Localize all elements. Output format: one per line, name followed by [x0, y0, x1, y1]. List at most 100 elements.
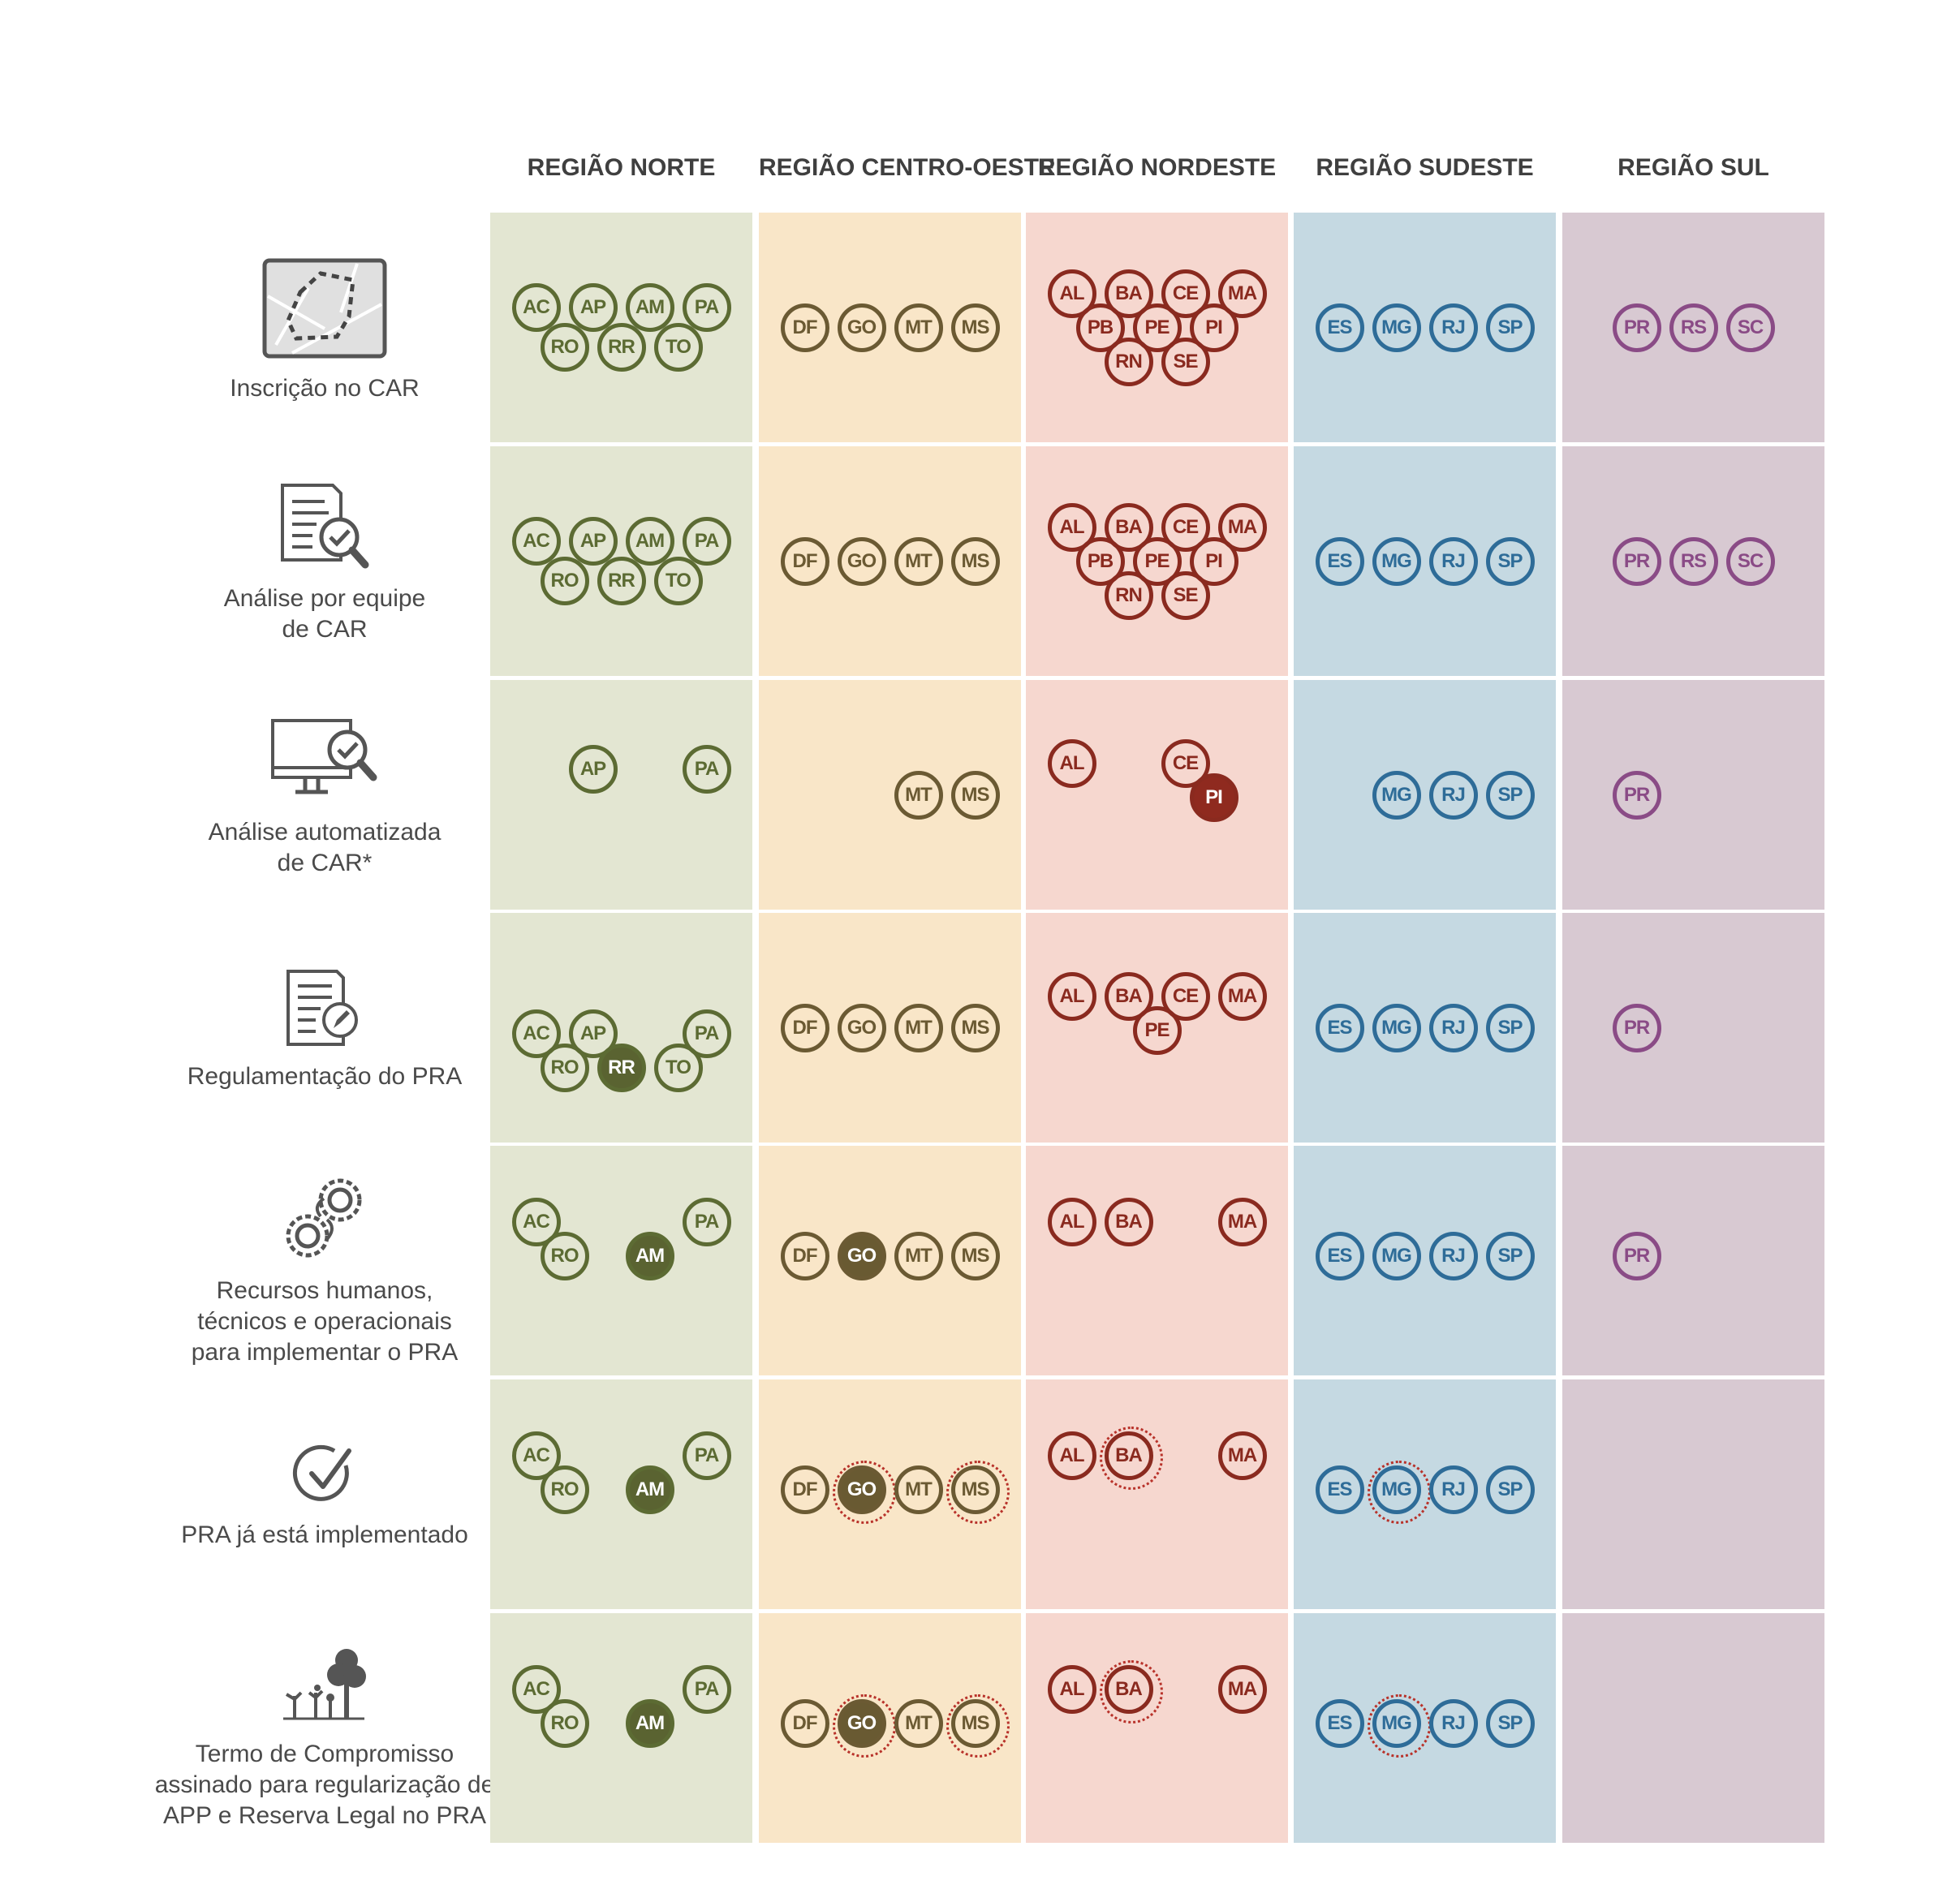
state-badge-df: DF	[780, 536, 829, 586]
state-badge-ma: MA	[1217, 1664, 1267, 1714]
state-badge-pa: PA	[682, 1664, 731, 1714]
cell-sudeste-row-5: ES MG RJ SP	[1294, 1146, 1556, 1375]
state-badge-sp: SP	[1485, 1698, 1535, 1748]
state-badge-es: ES	[1315, 303, 1364, 352]
state-badge-rr: RR	[597, 557, 646, 605]
state-badge-ms: MS	[950, 303, 1000, 352]
cell-nordeste-row-4: AL BA CE MA PE	[1026, 913, 1288, 1143]
row-label-line: assinado para regularização de	[154, 1771, 495, 1798]
state-badge-rj: RJ	[1428, 536, 1478, 586]
row-label-5: Recursos humanos, técnicos e operacionais…	[138, 1174, 511, 1368]
document-pen-icon	[138, 968, 511, 1053]
state-badge-ap: AP	[568, 517, 618, 566]
state-badge-rj: RJ	[1428, 1465, 1478, 1514]
row-label-line: Termo de Compromisso	[195, 1740, 454, 1767]
state-badge-mg: MG	[1367, 1693, 1431, 1758]
state-badge-pb: PB	[1075, 536, 1125, 586]
cell-norte-row-4: AC AP PA RO RR TO	[490, 913, 752, 1143]
state-badge-es: ES	[1315, 1698, 1364, 1748]
state-badge-pa: PA	[682, 1431, 731, 1480]
row-label-1: Inscrição no CAR	[138, 256, 511, 404]
state-badge-ac: AC	[511, 1431, 561, 1480]
cell-centro-row-5: DF GO MT MS	[759, 1146, 1021, 1375]
state-badge-pa: PA	[682, 1197, 731, 1246]
state-badge-mg: MG	[1372, 770, 1421, 820]
document-check-icon	[138, 482, 511, 575]
state-badge-ap: AP	[568, 283, 618, 332]
cell-nordeste-row-1: AL BA CE MA PB PE PI RN SE	[1026, 213, 1288, 442]
check-circle-icon	[138, 1443, 511, 1512]
row-label-line: Análise automatizada	[208, 818, 442, 846]
state-badge-ba: BA	[1104, 502, 1153, 552]
state-badge-se: SE	[1161, 337, 1210, 386]
state-badge-mt: MT	[894, 1465, 943, 1514]
state-badge-mg: MG	[1372, 1231, 1421, 1280]
state-badge-sp: SP	[1485, 1003, 1535, 1052]
row-label-text: Análise automatizada de CAR*	[138, 817, 511, 879]
cell-nordeste-row-6: AL BA MA	[1026, 1379, 1288, 1609]
state-badge-es: ES	[1315, 1003, 1364, 1052]
state-badge-ba: BA	[1104, 972, 1153, 1021]
state-badge-al: AL	[1047, 1197, 1096, 1246]
state-badge-mg: MG	[1372, 1003, 1421, 1052]
cell-sul-row-5: PR	[1562, 1146, 1824, 1375]
state-badge-pr: PR	[1612, 1003, 1661, 1052]
state-badge-am: AM	[625, 1698, 674, 1748]
cell-sudeste-row-2: ES MG RJ SP	[1294, 446, 1556, 676]
state-badge-pi: PI	[1189, 773, 1238, 822]
cell-centro-row-3: MT MS	[759, 680, 1021, 910]
state-badge-df: DF	[780, 303, 829, 352]
state-badge-ce: CE	[1161, 502, 1210, 552]
state-badge-ro: RO	[540, 1465, 589, 1514]
cell-sul-row-1: PR RS SC	[1562, 213, 1824, 442]
row-label-4: Regulamentação do PRA	[138, 968, 511, 1092]
state-badge-go: GO	[837, 1231, 886, 1280]
state-badge-mt: MT	[894, 1231, 943, 1280]
state-badge-ba: BA	[1099, 1426, 1163, 1490]
row-label-text: Regulamentação do PRA	[138, 1061, 511, 1092]
state-badge-ms: MS	[946, 1693, 1010, 1758]
state-badge-rr: RR	[597, 323, 646, 372]
state-badge-rs: RS	[1669, 303, 1718, 352]
state-badge-ce: CE	[1161, 269, 1210, 318]
cell-centro-row-7: DF GO MT MS	[759, 1613, 1021, 1843]
row-label-line: Regulamentação do PRA	[187, 1062, 463, 1090]
row-label-text: Inscrição no CAR	[138, 373, 511, 404]
state-badge-go: GO	[837, 1003, 886, 1052]
region-header-centro: REGIÃO CENTRO-OESTE	[759, 154, 1056, 181]
state-badge-ce: CE	[1161, 739, 1210, 788]
cell-centro-row-1: DF GO MT MS	[759, 213, 1021, 442]
row-label-2: Análise por equipe de CAR	[138, 482, 511, 645]
state-badge-ro: RO	[540, 1698, 589, 1748]
cell-nordeste-row-7: AL BA MA	[1026, 1613, 1288, 1843]
state-badge-al: AL	[1047, 972, 1096, 1021]
state-badge-ba: BA	[1104, 269, 1153, 318]
cell-sudeste-row-7: ES MG RJ SP	[1294, 1613, 1556, 1843]
state-badge-pe: PE	[1132, 536, 1182, 586]
state-badge-ro: RO	[540, 1231, 589, 1280]
state-badge-pi: PI	[1189, 303, 1238, 352]
row-label-line: para implementar o PRA	[191, 1338, 459, 1366]
state-badge-ms: MS	[950, 1003, 1000, 1052]
state-badge-sp: SP	[1485, 1231, 1535, 1280]
row-label-line: Inscrição no CAR	[230, 374, 420, 402]
cell-sudeste-row-6: ES MG RJ SP	[1294, 1379, 1556, 1609]
state-badge-ro: RO	[540, 557, 589, 605]
cell-sul-row-3: PR	[1562, 680, 1824, 910]
state-badge-ac: AC	[511, 517, 561, 566]
row-label-text: Recursos humanos, técnicos e operacionais…	[138, 1276, 511, 1368]
state-badge-al: AL	[1047, 1664, 1096, 1714]
state-badge-rj: RJ	[1428, 1231, 1478, 1280]
state-badge-pa: PA	[682, 745, 731, 794]
state-badge-to: TO	[653, 323, 703, 372]
state-badge-pb: PB	[1075, 303, 1125, 352]
state-badge-df: DF	[780, 1003, 829, 1052]
state-badge-ms: MS	[950, 1231, 1000, 1280]
state-badge-df: DF	[780, 1698, 829, 1748]
state-badge-pe: PE	[1132, 1006, 1182, 1055]
state-badge-am: AM	[625, 517, 674, 566]
state-badge-to: TO	[653, 557, 703, 605]
state-badge-mt: MT	[894, 1003, 943, 1052]
cell-norte-row-6: AC PA RO AM	[490, 1379, 752, 1609]
